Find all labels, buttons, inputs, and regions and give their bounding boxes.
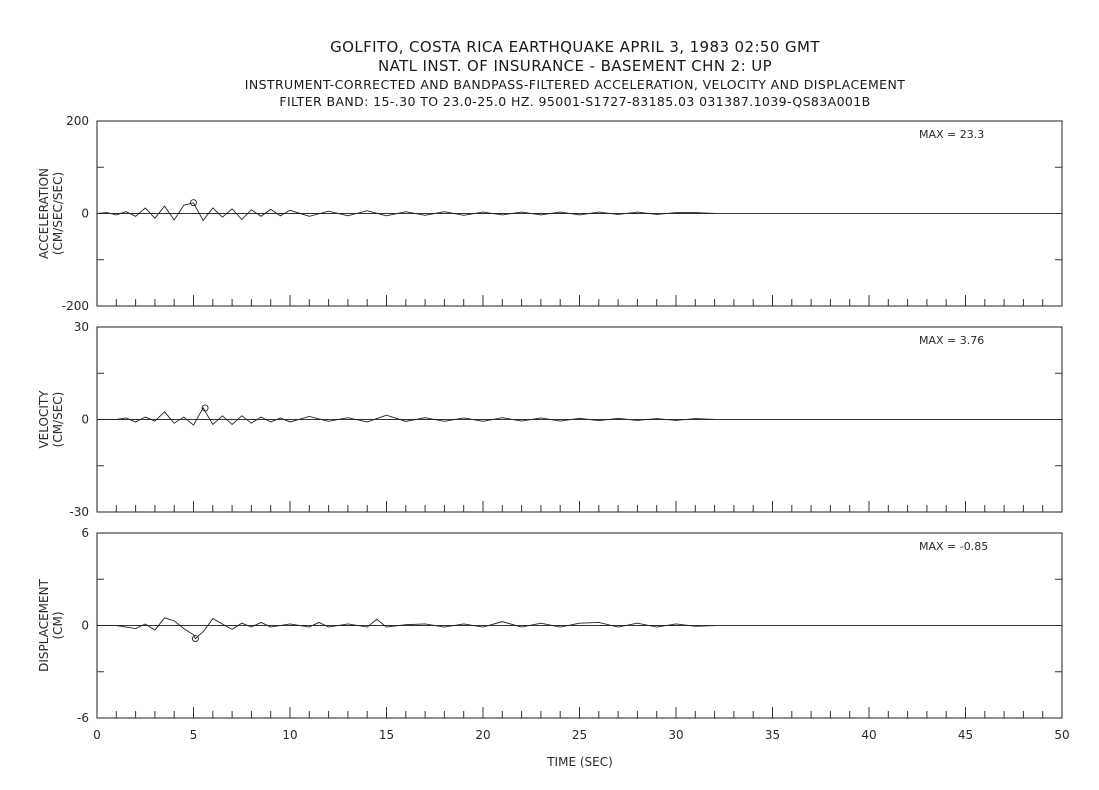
y-tick-label: 6: [81, 526, 89, 540]
y-axis-title-line1: VELOCITY: [37, 390, 51, 449]
header-line-3: INSTRUMENT-CORRECTED AND BANDPASS-FILTER…: [245, 77, 905, 92]
x-tick-label: 15: [379, 728, 394, 742]
x-tick-label: 30: [668, 728, 683, 742]
x-tick-label: 20: [475, 728, 490, 742]
x-axis: TIME (SEC) 0 5 10 15 20 25 30 35 40 45 50: [93, 728, 1069, 769]
x-tick-label: 50: [1054, 728, 1069, 742]
x-tick-label: 5: [190, 728, 198, 742]
x-tick-label: 40: [861, 728, 876, 742]
y-tick-label: 30: [74, 320, 89, 334]
header-line-1: GOLFITO, COSTA RICA EARTHQUAKE APRIL 3, …: [330, 38, 820, 56]
y-axis-title-line2: (CM/SEC/SEC): [51, 172, 65, 255]
peak-marker: [190, 199, 197, 207]
y-tick-label: 0: [81, 207, 89, 221]
panel-1: 30 0 -30 VELOCITY (CM/SEC) MAX = 3.76: [37, 320, 1063, 519]
x-tick-label: 45: [958, 728, 973, 742]
y-axis-title-line1: ACCELERATION: [37, 168, 51, 259]
peak-marker: [201, 404, 209, 412]
y-tick-label: 200: [66, 114, 89, 128]
y-axis-title-line2: (CM/SEC): [51, 392, 65, 448]
peak-marker: [191, 635, 199, 643]
y-tick-label: 0: [81, 413, 89, 427]
x-tick-label: 25: [572, 728, 587, 742]
series-trace: [97, 407, 715, 426]
figure-header: GOLFITO, COSTA RICA EARTHQUAKE APRIL 3, …: [245, 38, 905, 109]
y-tick-label: 0: [81, 619, 89, 633]
series-trace: [97, 617, 715, 640]
max-label: MAX = 23.3: [919, 128, 984, 141]
y-axis-title: ACCELERATION (CM/SEC/SEC): [37, 168, 65, 259]
x-tick-label: 10: [282, 728, 297, 742]
x-tick-label: 0: [93, 728, 101, 742]
panel-0: 200 0 -200 ACCELERATION (CM/SEC/SEC) MAX = 23…: [37, 114, 1063, 313]
y-axis-title: VELOCITY (CM/SEC): [37, 390, 65, 449]
y-axis-title-line2: (CM): [51, 611, 65, 639]
panel-2: 6 0 -6 DISPLACEMENT (CM) MAX = -0.85: [37, 526, 1063, 725]
header-line-2: NATL INST. OF INSURANCE - BASEMENT CHN 2…: [378, 57, 772, 75]
x-axis-title: TIME (SEC): [546, 755, 613, 769]
series-trace: [96, 202, 715, 222]
y-axis-title-line1: DISPLACEMENT: [37, 578, 51, 671]
y-tick-label: -6: [77, 711, 89, 725]
x-tick-label: 35: [765, 728, 780, 742]
y-tick-label: -200: [62, 299, 89, 313]
y-tick-label: -30: [69, 505, 89, 519]
max-label: MAX = -0.85: [919, 540, 988, 553]
max-label: MAX = 3.76: [919, 334, 984, 347]
y-axis-title: DISPLACEMENT (CM): [37, 578, 65, 671]
panels: 200 0 -200 ACCELERATION (CM/SEC/SEC) MAX = 23…: [37, 114, 1063, 725]
header-line-4: FILTER BAND: 15-.30 TO 23.0-25.0 HZ. 950…: [279, 94, 870, 109]
